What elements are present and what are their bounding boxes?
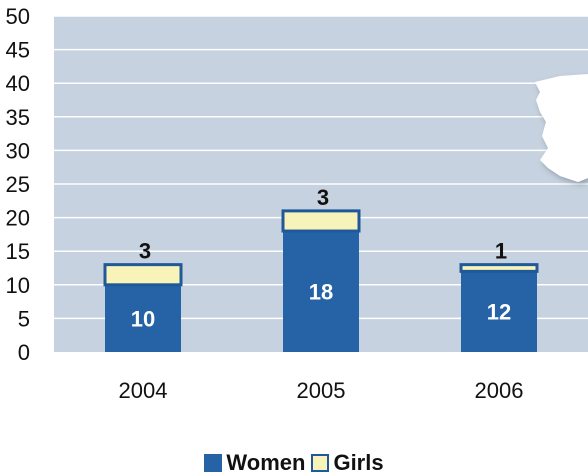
y-tick-label: 0 [18, 340, 30, 365]
bar-girls-2004 [103, 263, 183, 287]
legend-label-girls: Girls [333, 450, 384, 475]
bar-girls-2006 [459, 263, 539, 273]
y-tick-label: 15 [6, 239, 30, 264]
legend-swatch-girls [311, 454, 330, 472]
data-label-women: 18 [309, 280, 333, 305]
bar-girls-2005 [281, 209, 361, 233]
legend-item-women: Women [204, 450, 305, 476]
y-tick-label: 50 [6, 4, 30, 29]
bars: 10 3 18 3 12 1 [103, 185, 539, 352]
y-tick-label: 5 [18, 306, 30, 331]
legend-swatch-women [204, 454, 223, 472]
data-label-girls: 1 [495, 239, 507, 264]
y-tick-label: 30 [6, 138, 30, 163]
y-axis-tick-labels: 0 5 10 15 20 25 30 35 40 45 50 [6, 4, 30, 365]
data-label-women: 10 [131, 306, 155, 331]
data-label-women: 12 [487, 300, 511, 325]
y-tick-label: 40 [6, 71, 30, 96]
iberian-peninsula-map-icon [535, 74, 588, 182]
y-tick-label: 10 [6, 273, 30, 298]
y-tick-label: 20 [6, 206, 30, 231]
bar-women-2004 [105, 284, 181, 352]
bar-women-2005 [283, 231, 359, 352]
x-axis-tick-labels: 2004 2005 2006 [119, 378, 524, 403]
y-tick-label: 35 [6, 105, 30, 130]
y-tick-label: 25 [6, 172, 30, 197]
legend: Women Girls [0, 450, 588, 476]
legend-item-girls: Girls [311, 450, 384, 476]
data-label-girls: 3 [139, 239, 151, 264]
x-tick-label: 2005 [297, 378, 346, 403]
data-label-girls: 3 [317, 185, 329, 210]
x-tick-label: 2006 [475, 378, 524, 403]
x-tick-label: 2004 [119, 378, 168, 403]
y-tick-label: 45 [6, 38, 30, 63]
bar-women-2006 [461, 271, 537, 352]
legend-label-women: Women [226, 450, 306, 475]
